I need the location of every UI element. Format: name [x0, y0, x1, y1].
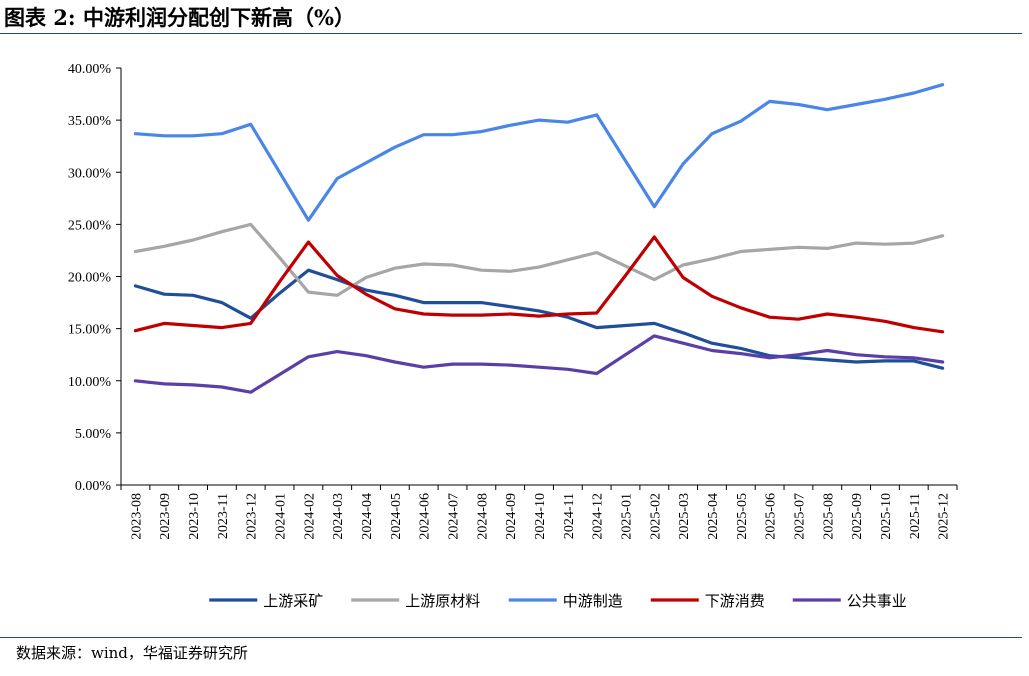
x-tick-label: 2024-09: [504, 493, 519, 540]
x-tick-label: 2024-10: [533, 493, 548, 540]
legend-label: 公共事业: [847, 592, 907, 610]
y-tick-label: 5.00%: [75, 427, 112, 442]
figure-title: 图表 2: 中游利润分配创下新高（%）: [4, 5, 355, 30]
legend: 上游采矿 上游原材料 中游制造 下游消费 公共事业: [209, 592, 907, 610]
x-tick-label: 2025-06: [764, 493, 779, 540]
x-tick-label: 2024-02: [302, 493, 317, 540]
y-tick-label: 20.00%: [68, 271, 112, 286]
x-tick-label: 2023-09: [158, 493, 173, 540]
x-tick-label: 2023-11: [216, 493, 231, 539]
y-tick-label: 15.00%: [68, 323, 112, 338]
y-tick-label: 25.00%: [68, 218, 112, 233]
x-tick-label: 2023-08: [129, 493, 144, 540]
series-line: [133, 268, 945, 370]
series-lines: [133, 83, 945, 394]
x-tick-label: 2025-09: [850, 493, 865, 540]
x-tick-label: 2025-04: [706, 493, 721, 540]
x-tick-label: 2023-10: [187, 493, 202, 540]
x-tick-label: 2025-02: [648, 493, 663, 540]
x-tick-label: 2024-04: [360, 493, 375, 540]
x-tick-label: 2025-01: [619, 493, 634, 540]
series-line: [133, 83, 945, 222]
x-axis-ticks: 2023-08 2023-09 2023-10 2023-11 2023-12 2024-…: [120, 485, 958, 540]
x-tick-label: 2025-08: [821, 493, 836, 540]
y-tick-label: 30.00%: [68, 166, 112, 181]
legend-label: 上游原材料: [405, 592, 480, 610]
x-tick-label: 2024-11: [562, 493, 577, 539]
x-tick-label: 2024-01: [274, 493, 289, 540]
x-tick-label: 2025-12: [937, 493, 952, 540]
x-tick-label: 2024-06: [418, 493, 433, 540]
x-tick-label: 2024-03: [331, 493, 346, 540]
series-line: [133, 222, 945, 297]
x-tick-label: 2025-11: [908, 493, 923, 539]
legend-label: 中游制造: [563, 592, 623, 610]
y-tick-label: 35.00%: [68, 114, 112, 129]
x-tick-label: 2025-10: [879, 493, 894, 540]
top-divider: [0, 33, 1022, 34]
x-tick-label: 2025-03: [677, 493, 692, 540]
x-tick-label: 2024-12: [591, 493, 606, 540]
x-tick-label: 2024-07: [447, 493, 462, 540]
x-tick-label: 2023-12: [245, 493, 260, 540]
legend-label: 上游采矿: [263, 592, 323, 610]
series-line: [133, 235, 945, 334]
legend-label: 下游消费: [705, 592, 765, 610]
x-tick-label: 2024-05: [389, 493, 404, 540]
y-tick-label: 40.00%: [68, 62, 112, 77]
x-tick-label: 2025-07: [792, 493, 807, 540]
series-line: [133, 334, 945, 394]
x-tick-label: 2024-08: [475, 493, 490, 540]
bottom-divider: [0, 637, 1022, 638]
source-note: 数据来源：wind，华福证券研究所: [16, 644, 248, 662]
y-axis-ticks: 0.00% 5.00% 10.00% 15.00% 20.00% 25.00% 30.00%…: [68, 62, 121, 494]
y-tick-label: 0.00%: [75, 479, 112, 494]
y-tick-label: 10.00%: [68, 375, 112, 390]
x-tick-label: 2025-05: [735, 493, 750, 540]
